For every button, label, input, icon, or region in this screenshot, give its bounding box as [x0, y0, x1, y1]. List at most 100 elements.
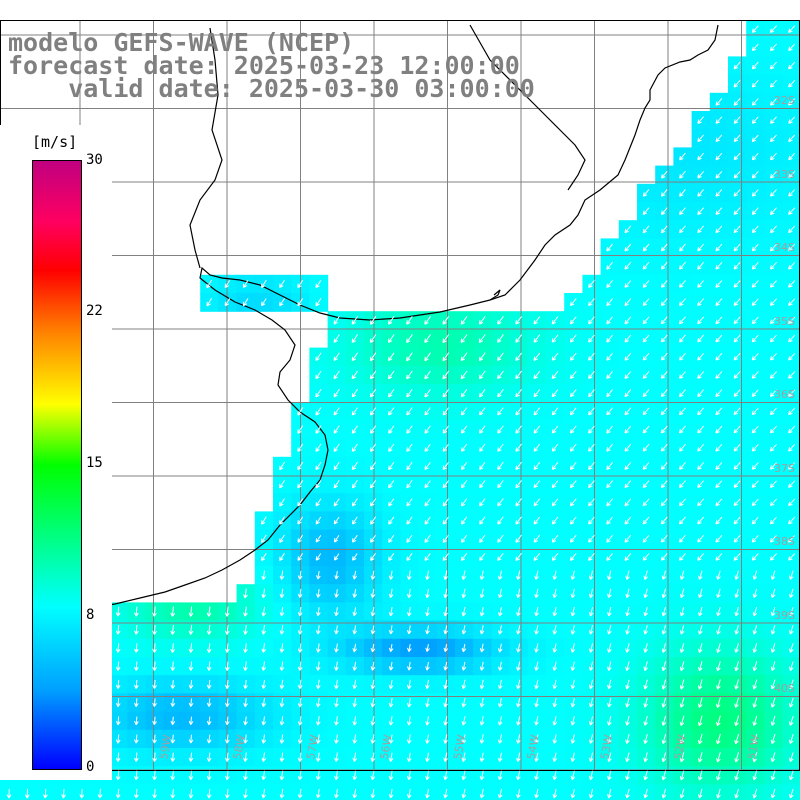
wind-arrow	[497, 588, 503, 599]
wind-arrow	[333, 316, 340, 325]
wind-arrow	[442, 334, 450, 344]
wind-arrow	[370, 716, 376, 726]
wind-arrow	[679, 770, 685, 781]
wind-arrow	[642, 243, 650, 252]
wind-arrow	[660, 298, 668, 307]
wind-arrow	[134, 734, 139, 744]
wind-arrow	[770, 189, 777, 197]
wind-arrow	[679, 261, 686, 270]
wind-arrow	[370, 534, 377, 543]
wind-arrow	[788, 80, 796, 88]
wind-arrow	[751, 225, 759, 234]
wind-arrow	[115, 679, 121, 689]
wind-arrow	[588, 552, 595, 561]
wind-arrow	[279, 679, 285, 690]
wind-arrow	[333, 334, 340, 343]
wind-arrow	[643, 734, 648, 744]
wind-arrow	[351, 425, 358, 434]
wind-arrow	[406, 788, 412, 799]
wind-arrow	[479, 552, 486, 562]
wind-arrow	[443, 752, 448, 762]
wind-arrow	[279, 643, 285, 653]
wind-arrow	[461, 716, 467, 726]
wind-arrow	[660, 189, 668, 197]
wind-arrow	[715, 480, 723, 489]
wind-arrow	[716, 679, 721, 690]
wind-arrow	[443, 625, 448, 635]
wind-arrow	[279, 716, 285, 726]
wind-arrow	[570, 643, 576, 653]
wind-arrow	[134, 788, 139, 799]
wind-arrow	[606, 261, 613, 270]
wind-arrow	[225, 788, 230, 799]
wind-arrow	[734, 770, 739, 781]
wind-arrow	[279, 279, 285, 289]
wind-arrow	[297, 516, 304, 525]
wind-arrow	[243, 679, 248, 689]
wind-arrow	[788, 261, 796, 270]
wind-arrow	[497, 389, 504, 398]
wind-arrow	[479, 770, 485, 781]
wind-arrow	[661, 770, 667, 781]
wind-arrow	[497, 316, 504, 325]
wind-arrow	[424, 443, 431, 452]
wind-arrow	[134, 716, 139, 726]
wind-arrow	[115, 734, 121, 744]
wind-arrow	[388, 588, 394, 599]
wind-arrow	[534, 734, 539, 744]
wind-arrow	[225, 770, 230, 781]
wind-arrow	[315, 279, 322, 289]
wind-arrow	[533, 407, 541, 416]
wind-arrow	[734, 570, 739, 580]
wind-arrow	[333, 516, 340, 525]
wind-arrow	[624, 261, 632, 270]
wind-arrow	[279, 588, 285, 599]
wind-arrow	[388, 716, 394, 726]
wind-arrow	[115, 716, 121, 726]
wind-arrow	[297, 661, 303, 671]
wind-arrow	[516, 752, 521, 762]
wind-arrow	[461, 606, 467, 617]
wind-arrow	[697, 171, 704, 179]
wind-arrow	[479, 588, 485, 599]
wind-arrow	[170, 716, 176, 725]
wind-arrow	[497, 498, 504, 507]
wind-arrow	[479, 443, 486, 452]
wind-arrow	[315, 480, 322, 489]
wind-arrow	[789, 570, 794, 580]
wind-arrow	[388, 407, 395, 416]
wind-arrow	[334, 661, 339, 671]
wind-arrow	[334, 607, 339, 617]
wind-arrow	[588, 588, 594, 599]
wind-arrow	[769, 480, 777, 488]
wind-arrow	[370, 443, 377, 452]
wind-arrow	[188, 624, 194, 635]
wind-arrow	[715, 280, 723, 288]
wind-arrow	[660, 261, 668, 270]
wind-arrow	[225, 734, 230, 744]
wind-arrow	[733, 534, 741, 543]
colorbar-tick-label: 30	[86, 152, 103, 168]
wind-arrow	[642, 498, 650, 507]
wind-arrow	[697, 443, 705, 452]
wind-arrow	[789, 770, 794, 781]
wind-arrow	[442, 352, 450, 362]
wind-arrow	[770, 661, 776, 672]
wind-arrow	[569, 552, 577, 561]
wind-arrow	[679, 371, 686, 379]
wind-arrow	[478, 370, 486, 380]
wind-arrow	[660, 352, 668, 361]
wind-arrow	[697, 334, 705, 343]
wind-arrow	[243, 716, 248, 726]
wind-arrow	[315, 716, 321, 726]
wind-arrow	[479, 625, 485, 635]
wind-arrow	[588, 661, 594, 671]
wind-arrow	[297, 625, 303, 635]
wind-arrow	[515, 552, 522, 562]
wind-arrow	[788, 697, 794, 708]
wind-arrow	[516, 734, 521, 744]
wind-arrow	[497, 407, 504, 416]
wind-arrow	[569, 316, 577, 325]
wind-arrow	[460, 334, 468, 343]
wind-arrow	[606, 498, 613, 507]
